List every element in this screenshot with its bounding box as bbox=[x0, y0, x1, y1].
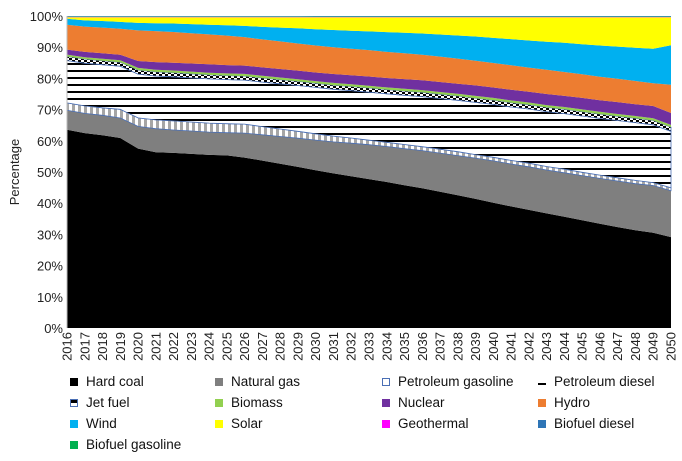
x-tick-label: 2017 bbox=[77, 332, 92, 361]
x-tick-label: 2021 bbox=[148, 332, 163, 361]
y-tick-label: 70% bbox=[37, 103, 63, 118]
legend-swatch bbox=[70, 398, 78, 407]
legend-item-hard-coal: Hard coal bbox=[70, 374, 144, 389]
legend-item-geothermal: Geothermal bbox=[382, 416, 469, 431]
x-tick-label: 2034 bbox=[379, 332, 394, 361]
legend-label: Petroleum gasoline bbox=[398, 374, 514, 389]
y-tick-label: 0% bbox=[44, 321, 63, 336]
x-tick-label: 2025 bbox=[219, 332, 234, 361]
x-tick-label: 2024 bbox=[202, 332, 217, 361]
legend-item-biofuel-gasoline: Biofuel gasoline bbox=[70, 437, 181, 452]
legend-label: Petroleum diesel bbox=[554, 374, 655, 389]
legend-swatch bbox=[382, 377, 390, 386]
legend-label: Jet fuel bbox=[86, 395, 130, 410]
x-tick-label: 2040 bbox=[486, 332, 501, 361]
x-tick-label: 2035 bbox=[397, 332, 412, 361]
x-tick-label: 2030 bbox=[308, 332, 323, 361]
x-tick-label: 2042 bbox=[521, 332, 536, 361]
area-jet-fuel bbox=[66, 56, 672, 132]
y-tick-label: 50% bbox=[37, 165, 63, 180]
x-tick-label: 2026 bbox=[237, 332, 252, 361]
legend-swatch bbox=[382, 419, 390, 428]
legend-item-petroleum-diesel: Petroleum diesel bbox=[538, 374, 655, 389]
y-tick-label: 60% bbox=[37, 134, 63, 149]
area-hard-coal bbox=[67, 129, 671, 328]
x-tick-label: 2039 bbox=[468, 332, 483, 361]
area-biofuel-diesel bbox=[67, 16, 671, 17]
x-tick-label: 2033 bbox=[362, 332, 377, 361]
legend-item-natural-gas: Natural gas bbox=[215, 374, 300, 389]
area-wind bbox=[67, 18, 671, 85]
legend-item-solar: Solar bbox=[215, 416, 263, 431]
legend-item-petroleum-gasoline: Petroleum gasoline bbox=[382, 374, 514, 389]
x-tick-label: 2031 bbox=[326, 332, 341, 361]
x-tick-label: 2047 bbox=[610, 332, 625, 361]
legend-label: Biomass bbox=[231, 395, 283, 410]
y-tick-label: 30% bbox=[37, 227, 63, 242]
x-tick-label: 2023 bbox=[184, 332, 199, 361]
x-tick-label: 2049 bbox=[646, 332, 661, 361]
legend-item-biofuel-diesel: Biofuel diesel bbox=[538, 416, 634, 431]
y-tick-label: 90% bbox=[37, 40, 63, 55]
y-tick-label: 40% bbox=[37, 196, 63, 211]
legend-label: Hard coal bbox=[86, 374, 144, 389]
x-tick-label: 2020 bbox=[131, 332, 146, 361]
legend-swatch bbox=[70, 419, 78, 428]
legend-swatch bbox=[215, 398, 223, 407]
x-tick-label: 2046 bbox=[592, 332, 607, 361]
legend-swatch bbox=[538, 419, 546, 428]
area-hydro bbox=[67, 24, 671, 114]
y-tick-label: 100% bbox=[30, 9, 64, 24]
x-tick-label: 2038 bbox=[450, 332, 465, 361]
x-tick-label: 2027 bbox=[255, 332, 270, 361]
legend-swatch bbox=[538, 398, 546, 407]
y-axis: 0% 10% 20% 30% 40% 50% 60% 70% 80% 90% 100% bbox=[30, 9, 68, 336]
y-axis-title: Percentage bbox=[7, 139, 22, 206]
legend-label: Biofuel diesel bbox=[554, 416, 635, 431]
legend-swatch bbox=[382, 398, 390, 407]
legend-item-hydro: Hydro bbox=[538, 395, 590, 410]
legend-swatch bbox=[215, 419, 223, 428]
x-tick-label: 2018 bbox=[95, 332, 110, 361]
legend-label: Wind bbox=[86, 416, 117, 431]
x-tick-label: 2022 bbox=[166, 332, 181, 361]
x-tick-label: 2044 bbox=[557, 332, 572, 361]
y-tick-label: 80% bbox=[37, 71, 63, 86]
legend-label: Biofuel gasoline bbox=[86, 437, 182, 452]
area-solar bbox=[67, 17, 671, 49]
legend-swatch bbox=[538, 377, 546, 386]
legend-swatch bbox=[70, 440, 78, 449]
legend-swatch bbox=[70, 377, 78, 386]
y-tick-label: 10% bbox=[37, 290, 63, 305]
legend-label: Hydro bbox=[554, 395, 591, 410]
x-tick-label: 2037 bbox=[433, 332, 448, 361]
x-tick-label: 2019 bbox=[113, 332, 128, 361]
legend-swatch bbox=[215, 377, 223, 386]
x-tick-label: 2050 bbox=[664, 332, 679, 361]
x-axis: 2016 2017 2018 2019 2020 2021 2022 2023 2024 2025… bbox=[60, 332, 679, 361]
x-tick-label: 2036 bbox=[415, 332, 430, 361]
x-tick-label: 2045 bbox=[575, 332, 590, 361]
x-tick-label: 2016 bbox=[60, 332, 75, 361]
stacked-area-chart: 0%10%20%30%40%50%60%70%80%90%100% 2016 20… bbox=[7, 9, 679, 361]
area-layers bbox=[66, 16, 672, 328]
x-tick-label: 2028 bbox=[273, 332, 288, 361]
x-tick-label: 2048 bbox=[628, 332, 643, 361]
legend-item-jet-fuel: Jet fuel bbox=[70, 395, 130, 410]
x-tick-label: 2032 bbox=[344, 332, 359, 361]
legend-item-wind: Wind bbox=[70, 416, 117, 431]
area-nuclear bbox=[67, 49, 671, 125]
legend-item-nuclear: Nuclear bbox=[382, 395, 445, 410]
legend-label: Geothermal bbox=[398, 416, 469, 431]
x-tick-label: 2029 bbox=[290, 332, 305, 361]
area-natural-gas bbox=[67, 110, 671, 238]
legend-label: Nuclear bbox=[398, 395, 445, 410]
legend-label: Solar bbox=[231, 416, 263, 431]
y-tick-label: 20% bbox=[37, 259, 63, 274]
x-tick-label: 2043 bbox=[539, 332, 554, 361]
legend-item-biomass: Biomass bbox=[215, 395, 283, 410]
x-tick-label: 2041 bbox=[504, 332, 519, 361]
legend-label: Natural gas bbox=[231, 374, 301, 389]
